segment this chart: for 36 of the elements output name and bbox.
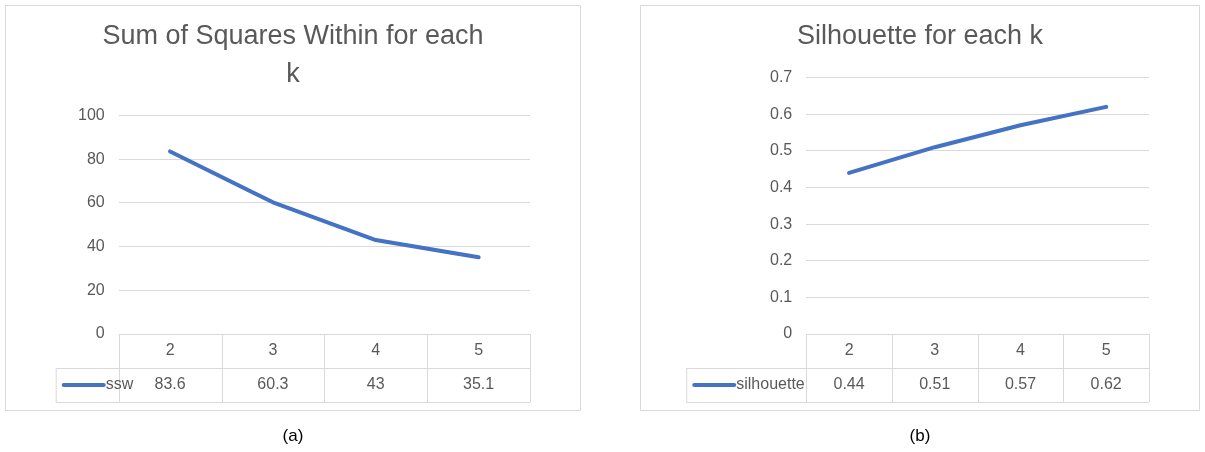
text: (b): [908, 426, 932, 446]
y-tick-label: 60: [86, 193, 105, 211]
y-tick-label: 0.7: [769, 68, 793, 86]
x-tick-label: 4: [371, 341, 381, 359]
y-tick-label: 0.4: [769, 177, 793, 195]
data-label: 83.6: [154, 375, 186, 393]
x-tick-label: 2: [165, 341, 175, 359]
x-tick-label: 2: [844, 341, 854, 359]
y-tick-label: 80: [86, 149, 105, 167]
data-label: 0.62: [1090, 375, 1122, 393]
legend-label: silhouette: [736, 375, 805, 393]
data-label: 0.51: [919, 375, 951, 393]
x-tick-label: 5: [474, 341, 484, 359]
y-tick-label: 40: [86, 237, 105, 255]
y-tick-label: 100: [77, 106, 105, 124]
y-tick-label: 0.5: [769, 141, 793, 159]
data-label: 60.3: [257, 375, 289, 393]
x-tick-label: 5: [1101, 341, 1111, 359]
x-tick-label: 3: [268, 341, 278, 359]
y-tick-label: 0.6: [769, 104, 793, 122]
x-tick-label: 3: [930, 341, 940, 359]
legend-label: ssw: [105, 375, 134, 393]
y-tick-label: 0.3: [769, 214, 793, 232]
chart-title: Silhouette for each k: [796, 19, 1044, 52]
data-label: 0.44: [833, 375, 865, 393]
data-label: 0.57: [1004, 375, 1037, 393]
data-label: 43: [366, 375, 385, 393]
y-tick-label: 0.1: [769, 287, 793, 305]
y-tick-label: 0: [95, 324, 105, 342]
y-tick-label: 20: [86, 280, 105, 298]
y-tick-label: 0.2: [769, 251, 793, 269]
data-label: 35.1: [463, 375, 495, 393]
text: (a): [281, 426, 305, 446]
chart-title: Sum of Squares Within for each k: [101, 19, 485, 90]
x-tick-label: 4: [1016, 341, 1026, 359]
y-tick-label: 0: [783, 324, 793, 342]
